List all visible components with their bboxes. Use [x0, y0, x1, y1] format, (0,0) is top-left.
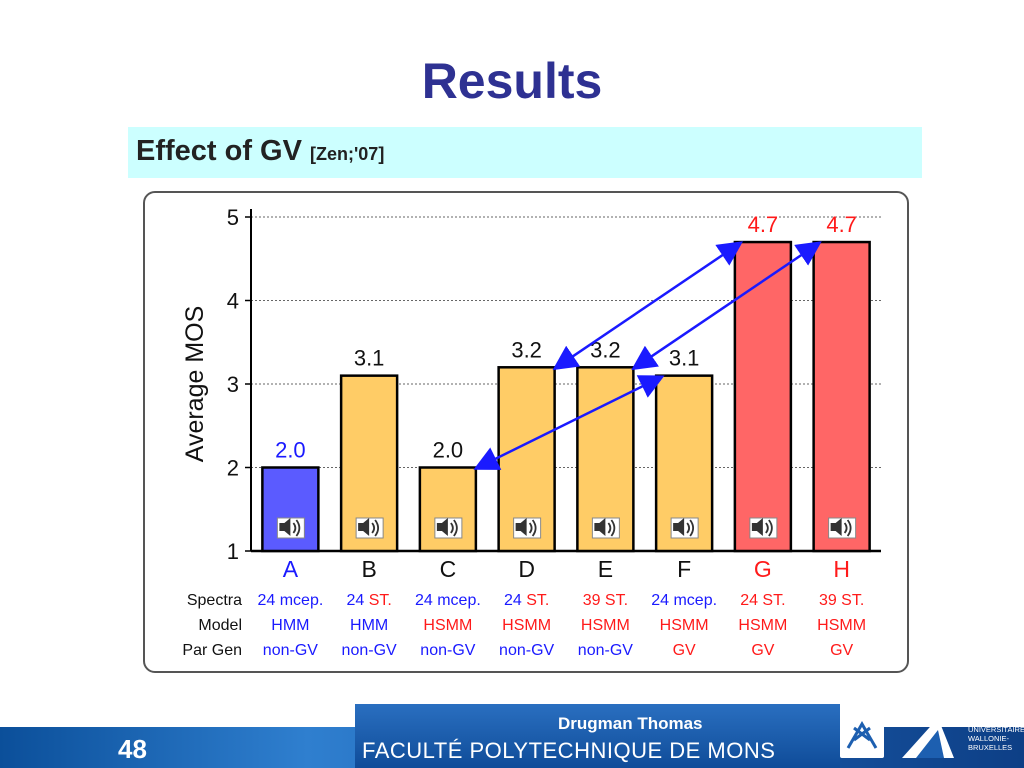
slide-footer: 48 Drugman Thomas FACULTÉ POLYTECHNIQUE …	[0, 704, 1024, 768]
table-cell: non-GV	[263, 642, 318, 659]
speaker-icon[interactable]	[591, 517, 620, 539]
y-tick-label: 2	[227, 456, 239, 481]
table-cell: GV	[830, 642, 853, 659]
logo-text-line: WALLONIE-	[968, 734, 1009, 743]
header-citation: [Zen;'07]	[310, 144, 385, 164]
comparison-arrow	[552, 241, 744, 371]
chart-header-band: Effect of GV [Zen;'07]	[128, 127, 922, 178]
y-tick-label: 4	[227, 289, 239, 314]
table-cell: non-GV	[420, 642, 475, 659]
table-cell: HMM	[350, 617, 388, 634]
speaker-icon[interactable]	[670, 517, 699, 539]
logo-text-line: BRUXELLES	[968, 743, 1013, 752]
table-cell: HSMM	[817, 617, 866, 634]
speaker-icon[interactable]	[513, 517, 542, 539]
table-cell: GV	[673, 642, 696, 659]
table-cell: 24 mcep.	[651, 592, 717, 609]
bar-value-label: 2.0	[433, 438, 464, 463]
table-cell: HSMM	[581, 617, 630, 634]
speaker-icon[interactable]	[828, 517, 857, 539]
speaker-icon[interactable]	[749, 517, 778, 539]
table-cell: GV	[751, 642, 774, 659]
speaker-icon[interactable]	[355, 517, 384, 539]
table-cell: non-GV	[578, 642, 633, 659]
row-label: Spectra	[187, 592, 242, 609]
table-cell: 39 ST.	[583, 592, 628, 609]
comparison-arrow	[473, 375, 665, 470]
table-cell: 24 mcep.	[415, 592, 481, 609]
y-axis-label: Average MOS	[181, 306, 209, 463]
academie-logo-icon	[898, 714, 958, 760]
bar	[261, 466, 320, 553]
bar-value-label: 3.2	[511, 337, 542, 362]
bar-value-label: 4.7	[826, 212, 857, 237]
bar-value-label: 2.0	[275, 438, 306, 463]
table-cell: HSMM	[423, 617, 472, 634]
bar-value-label: 3.1	[354, 346, 385, 371]
header-main-text: Effect of GV	[136, 135, 302, 167]
bar-value-label: 4.7	[748, 212, 779, 237]
page-number: 48	[118, 734, 147, 764]
y-tick-label: 5	[227, 205, 239, 230]
category-label: A	[283, 556, 299, 582]
category-label: H	[833, 556, 850, 582]
bar	[812, 240, 871, 553]
y-tick-label: 1	[227, 539, 239, 564]
category-label: F	[677, 556, 691, 582]
academie-logo-text: ACADÉMIE UNIVERSITAIRE WALLONIE- BRUXELL…	[968, 716, 1024, 752]
table-cell: non-GV	[342, 642, 397, 659]
bar-value-label: 3.1	[669, 346, 700, 371]
speaker-icon[interactable]	[434, 517, 463, 539]
table-cell: 39 ST.	[819, 592, 864, 609]
category-label: G	[754, 556, 772, 582]
table-cell: non-GV	[499, 642, 554, 659]
bar	[733, 240, 793, 553]
table-cell: 24 ST.	[346, 592, 391, 609]
category-label: D	[518, 556, 535, 582]
category-label: C	[440, 556, 457, 582]
table-cell: 24 ST.	[740, 592, 785, 609]
category-label: E	[598, 556, 613, 582]
table-cell: HMM	[271, 617, 309, 634]
speaker-icon[interactable]	[276, 517, 305, 539]
table-cell: HSMM	[660, 617, 709, 634]
logo-text-line: ACADÉMIE	[968, 716, 1008, 725]
table-cell: HSMM	[502, 617, 551, 634]
row-label: Model	[198, 617, 242, 634]
table-cell: 24 mcep.	[257, 592, 323, 609]
footer-faculty: FACULTÉ POLYTECHNIQUE DE MONS	[362, 738, 776, 763]
category-label: B	[361, 556, 376, 582]
slide-title: Results	[421, 53, 603, 109]
logo-text-line: UNIVERSITAIRE	[968, 725, 1024, 734]
footer-author: Drugman Thomas	[558, 714, 703, 733]
faculty-logo-icon	[840, 714, 884, 758]
table-cell: 24 ST.	[504, 592, 549, 609]
row-label: Par Gen	[182, 642, 242, 659]
footer-title-tab	[355, 704, 840, 768]
chart-frame: 1 2 3 4 5 Average MOS 2.0 A 3.1 B 2.0 C 3.2 D 3.2 E 3.1 F…	[143, 191, 909, 673]
table-cell: HSMM	[738, 617, 787, 634]
comparison-arrow	[631, 241, 822, 371]
chart-header-title: Effect of GV [Zen;'07]	[136, 135, 384, 168]
y-tick-label: 3	[227, 372, 239, 397]
